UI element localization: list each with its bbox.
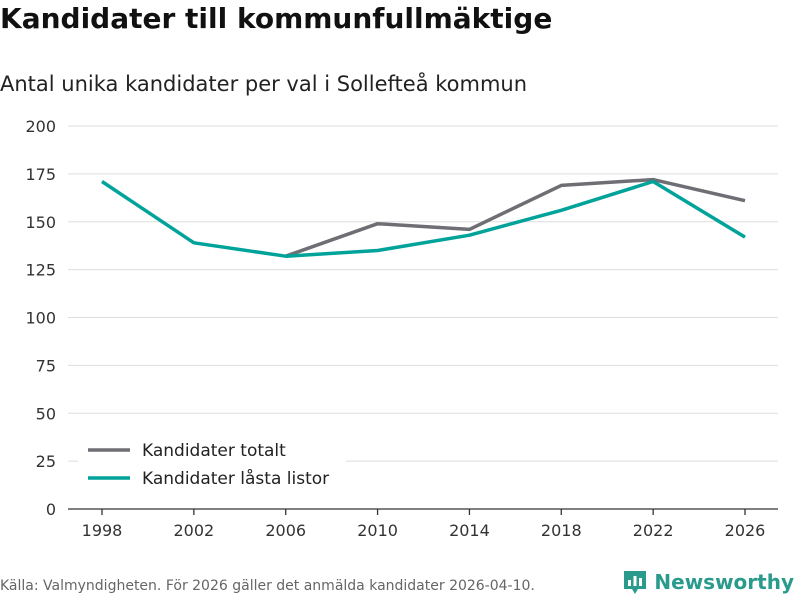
x-tick-label: 1998 (82, 521, 123, 540)
x-tick-label: 2022 (633, 521, 674, 540)
brand-logo: Newsworthy (622, 569, 794, 595)
y-tick-label: 150 (25, 213, 56, 232)
y-tick-label: 0 (46, 500, 56, 519)
y-tick-label: 125 (25, 261, 56, 280)
y-tick-label: 75 (36, 356, 56, 375)
legend-background (78, 435, 346, 495)
y-tick-label: 100 (25, 309, 56, 328)
x-tick-label: 2026 (725, 521, 766, 540)
y-tick-label: 50 (36, 404, 56, 423)
line-chart: 0 25 50 75 100 125 150 175 200 1998 2002 2006 2010 20… (25, 117, 778, 540)
brand-name: Newsworthy (654, 570, 794, 594)
series-line-total (285, 177, 746, 258)
x-tick-label: 2002 (173, 521, 214, 540)
legend-label: Kandidater totalt (142, 441, 286, 461)
chart-title: Kandidater till kommunfullmäktige (0, 2, 553, 35)
x-tick-label: 2018 (541, 521, 582, 540)
source-note: Källa: Valmyndigheten. För 2026 gäller d… (0, 578, 535, 594)
x-tick-label: 2010 (357, 521, 398, 540)
legend-label: Kandidater låsta listor (142, 468, 329, 489)
chart-subtitle: Antal unika kandidater per val i Solleft… (0, 72, 528, 96)
y-tick-label: 200 (25, 117, 56, 136)
newsworthy-logo-icon (624, 571, 647, 594)
series-line-locked (101, 179, 746, 258)
y-tick-label: 175 (25, 165, 56, 184)
x-tick-label: 2014 (449, 521, 490, 540)
y-tick-label: 25 (36, 452, 56, 471)
x-tick-label: 2006 (265, 521, 306, 540)
